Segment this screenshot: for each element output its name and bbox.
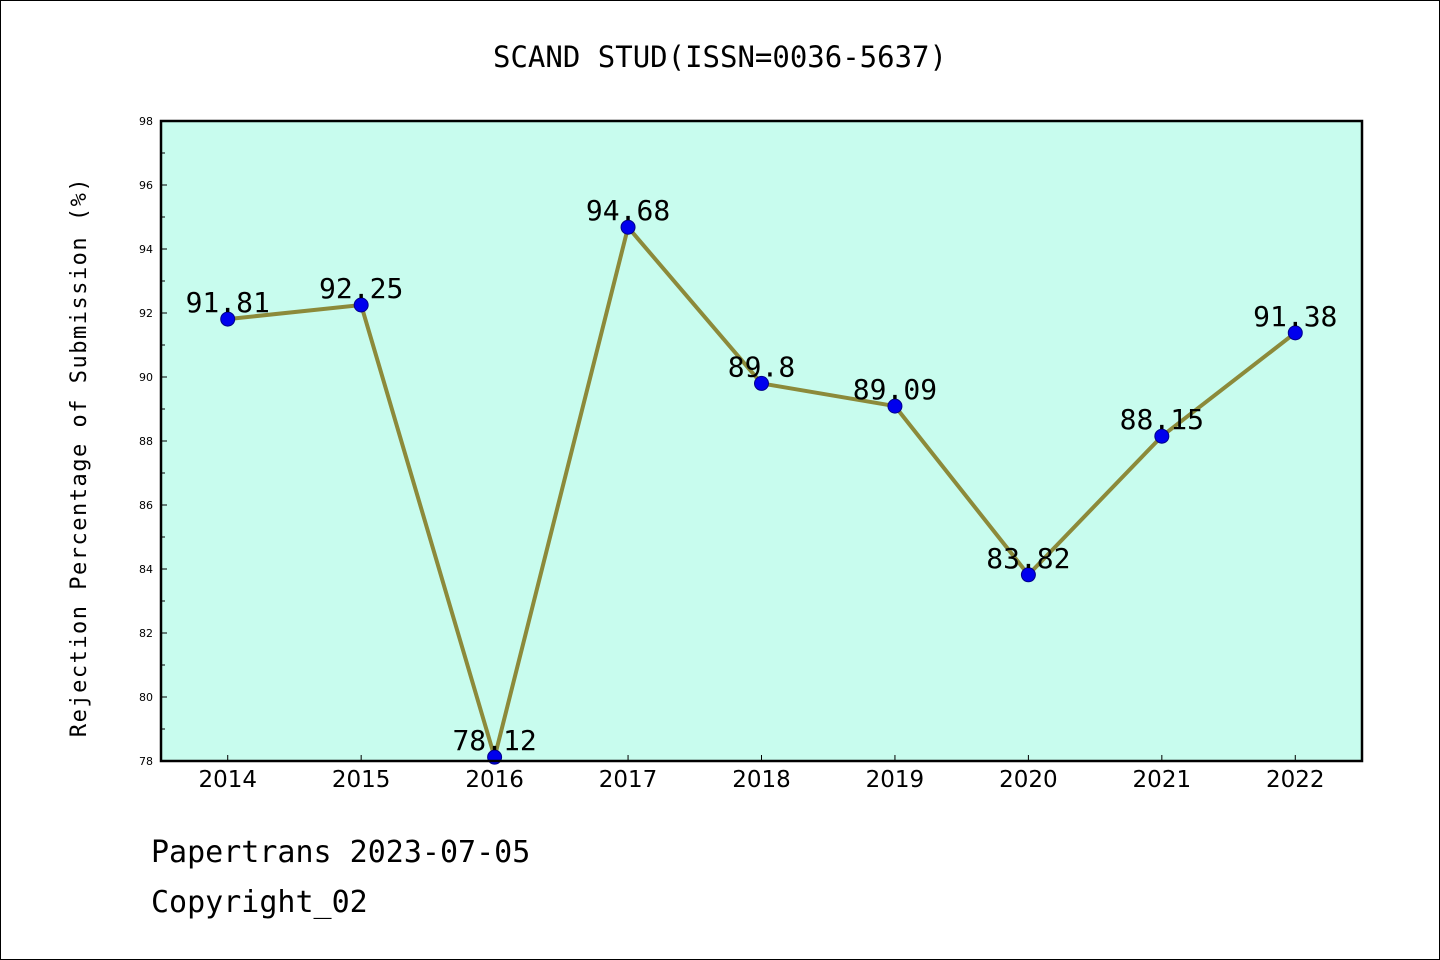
footer-date-text: Papertrans 2023-07-05 [151,835,531,870]
x-tick-label: 2016 [465,767,524,793]
x-tick-label: 2015 [332,767,391,793]
y-tick-label: 94 [139,243,153,256]
footer-copyright-text: Copyright_02 [151,885,368,920]
data-label: 89.8 [728,350,795,383]
data-point [1154,428,1170,444]
y-tick-label: 84 [139,563,153,576]
y-tick-label: 78 [139,755,153,768]
data-point [1287,325,1303,341]
data-point [754,375,769,391]
data-label: 94.68 [586,194,670,227]
x-tick-label: 2018 [732,767,791,793]
data-point [353,297,369,313]
x-tick-label: 2020 [999,767,1058,793]
y-tick-label: 92 [139,307,153,320]
x-tick-label: 2022 [1266,767,1325,793]
x-tick-label: 2019 [866,767,925,793]
y-tick-label: 88 [139,435,153,448]
chart-title: SCAND STUD(ISSN=0036-5637) [493,40,947,74]
x-tick-label: 2014 [198,767,257,793]
data-label: 83.82 [986,542,1070,575]
x-tick-label: 2021 [1133,767,1192,793]
plot-frame [159,119,1364,763]
data-point [620,219,636,235]
y-tick-label: 82 [139,627,153,640]
data-label: 88.15 [1120,403,1204,436]
data-label: 78.12 [452,724,536,757]
plot-area: 78 80 82 84 86 88 90 92 94 96 98 2014 2015 2016 2017 20… [139,115,1364,793]
y-tick-label: 96 [139,179,153,192]
data-label: 89.09 [853,373,937,406]
x-tick-label: 2017 [599,767,658,793]
data-label: 91.38 [1253,300,1337,333]
data-point [1020,567,1036,583]
y-tick-label: 98 [139,115,153,128]
plot-background [161,121,1362,761]
y-tick-label: 86 [139,499,153,512]
data-point [887,398,903,414]
data-label: 91.81 [186,286,270,319]
y-tick-label: 80 [139,691,153,704]
data-point [220,311,236,327]
y-axis-label: Rejection Percentage of Submission (%) [67,177,92,737]
data-label: 92.25 [319,272,403,305]
y-tick-label: 90 [139,371,153,384]
